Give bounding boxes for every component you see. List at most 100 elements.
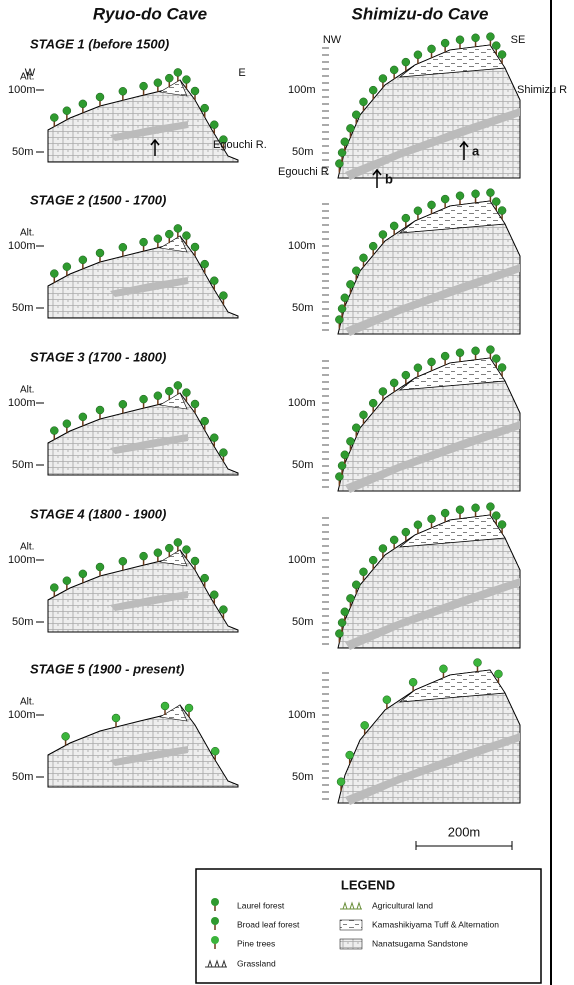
tree-crown	[165, 230, 173, 238]
tree-crown	[402, 371, 410, 379]
tree-crown	[352, 581, 360, 589]
tree-crown	[341, 294, 349, 302]
altitude-label: 50m	[292, 771, 313, 783]
tree-crown	[390, 66, 398, 74]
tree-crown	[346, 437, 354, 445]
tree-crown	[96, 249, 104, 257]
stage-title: STAGE 4 (1800 - 1900)	[30, 506, 166, 521]
tree-crown	[119, 557, 127, 565]
ground	[48, 705, 238, 787]
tree-crown	[119, 87, 127, 95]
tree-crown	[409, 678, 417, 686]
altitude-label: Alt.	[20, 228, 34, 239]
tree-crown	[50, 584, 58, 592]
altitude-label: 100m	[288, 554, 316, 566]
tree-crown	[414, 51, 422, 59]
tree-crown	[191, 87, 199, 95]
altitude-label: 50m	[292, 146, 313, 158]
tree-crown	[498, 521, 506, 529]
tree-crown	[337, 778, 345, 786]
tree-crown	[182, 546, 190, 554]
tree-crown	[201, 574, 209, 582]
stage-title: STAGE 3 (1700 - 1800)	[30, 349, 166, 364]
altitude-label: 100m	[8, 554, 36, 566]
tree-crown	[96, 406, 104, 414]
tree-crown	[210, 591, 218, 599]
tree-crown	[96, 93, 104, 101]
tree-crown	[79, 256, 87, 264]
tree-crown	[96, 563, 104, 571]
tree-crown	[428, 45, 436, 53]
tree-crown	[201, 260, 209, 268]
altitude-label: 100m	[8, 84, 36, 96]
legend-swatch	[340, 920, 362, 930]
tree-crown	[346, 124, 354, 132]
tree-crown	[390, 536, 398, 544]
tree-crown	[472, 34, 480, 42]
tree-crown	[165, 387, 173, 395]
column-title: Ryuo-do Cave	[93, 4, 207, 23]
stage-title: STAGE 1 (before 1500)	[30, 36, 169, 51]
tree-crown	[210, 434, 218, 442]
altitude-label: Alt.	[20, 542, 34, 553]
tree-crown	[379, 545, 387, 553]
legend-label: Laurel forest	[237, 900, 285, 910]
tree-crown	[472, 504, 480, 512]
tree-crown	[62, 732, 70, 740]
tree-crown	[359, 98, 367, 106]
tree-crown	[119, 243, 127, 251]
tree-crown	[492, 512, 500, 520]
tree-crown	[486, 503, 494, 511]
tree-crown	[154, 79, 162, 87]
tree-crown	[182, 76, 190, 84]
tree-crown	[50, 270, 58, 278]
legend-title: LEGEND	[341, 877, 395, 892]
tree-crown	[174, 538, 182, 546]
tree-crown	[174, 224, 182, 232]
tree-crown	[154, 392, 162, 400]
tree-crown	[219, 449, 227, 457]
scale-bar: 200m	[416, 824, 512, 850]
tree-crown	[63, 420, 71, 428]
tree-crown	[352, 424, 360, 432]
tree-crown	[219, 606, 227, 614]
tree-crown	[182, 232, 190, 240]
legend-label: Broad leaf forest	[237, 919, 300, 929]
tree-crown	[390, 222, 398, 230]
arrow	[373, 170, 381, 188]
tree-crown	[346, 594, 354, 602]
altitude-label: 50m	[292, 302, 313, 314]
diagram: Ryuo-do Cave Shimizu-do Cave STAGE 1 (be…	[0, 0, 574, 985]
tree-crown	[79, 100, 87, 108]
tree-crown	[369, 556, 377, 564]
tree-crown	[472, 190, 480, 198]
tree-crown	[201, 417, 209, 425]
tree-crown	[383, 696, 391, 704]
tree-crown	[346, 280, 354, 288]
tree-crown	[402, 214, 410, 222]
direction: NW	[323, 34, 342, 46]
tree-crown	[210, 121, 218, 129]
altitude-label: 100m	[288, 240, 316, 252]
tree-crown	[456, 506, 464, 514]
tree-crown	[174, 381, 182, 389]
tree-crown	[210, 277, 218, 285]
tree-crown	[211, 747, 219, 755]
direction: W	[25, 67, 36, 79]
tree-crown	[428, 515, 436, 523]
tree-crown	[165, 74, 173, 82]
tree-crown	[456, 192, 464, 200]
tree-crown	[341, 138, 349, 146]
tree-crown	[154, 549, 162, 557]
altitude-label: Alt.	[20, 697, 34, 708]
tree-crown	[359, 568, 367, 576]
point-label: b	[385, 171, 393, 186]
altitude-label: 100m	[288, 397, 316, 409]
tree-crown	[494, 670, 502, 678]
altitude-label: Alt.	[20, 385, 34, 396]
legend-label: Nanatsugama Sandstone	[372, 938, 468, 948]
tree-crown	[486, 33, 494, 41]
tree-crown	[50, 114, 58, 122]
tree-crown	[63, 263, 71, 271]
